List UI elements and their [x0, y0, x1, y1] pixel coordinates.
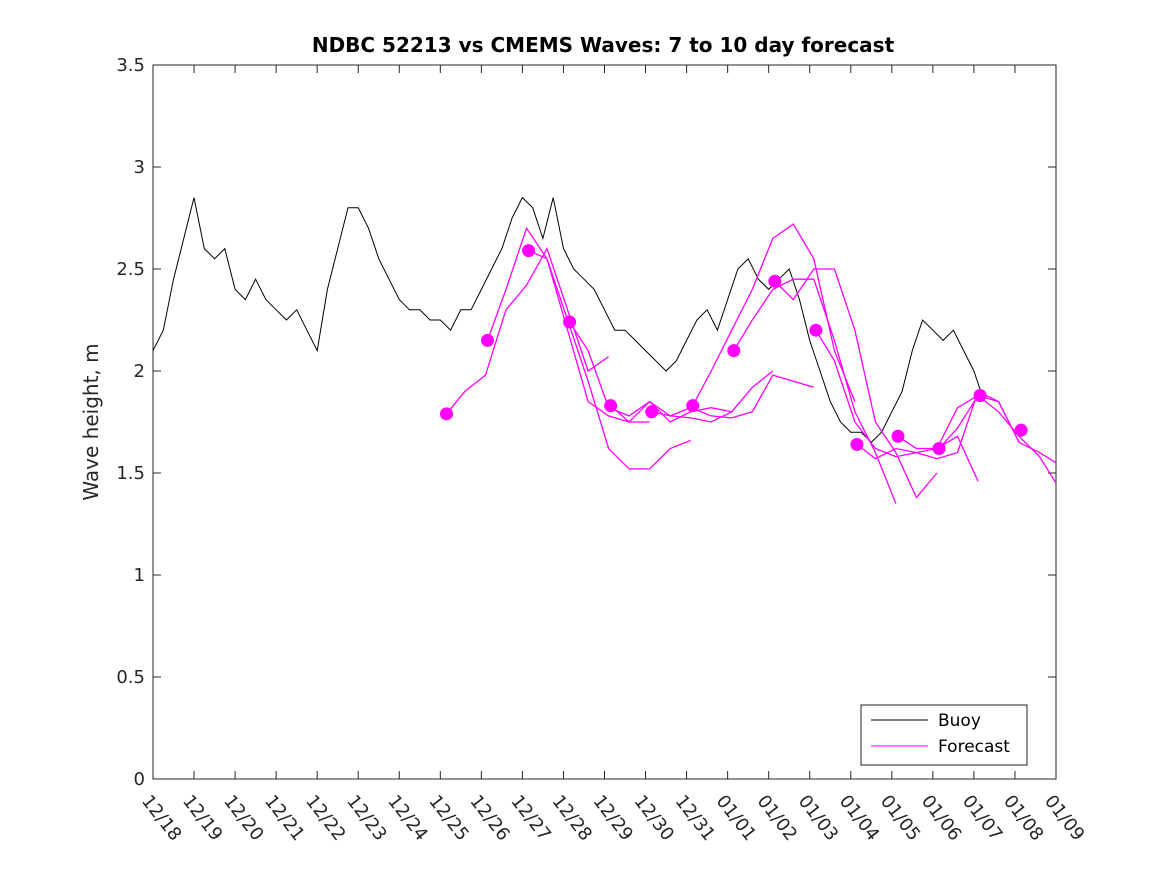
forecast-marker: [563, 315, 577, 329]
y-tick-label: 1: [134, 565, 145, 586]
x-tick-label: 01/06: [917, 791, 965, 845]
forecast-series-line: [938, 394, 1057, 464]
forecast-series-line: [651, 374, 814, 419]
forecast-marker: [768, 274, 782, 288]
x-tick-label: 12/18: [137, 791, 185, 845]
forecast-series-line: [856, 390, 1020, 460]
x-tick-label: 12/26: [465, 791, 513, 845]
forecast-marker: [686, 399, 700, 413]
x-tick-label: 01/03: [794, 791, 842, 845]
y-tick-label: 2.5: [116, 259, 145, 280]
forecast-marker: [604, 399, 618, 413]
y-tick-label: 3.5: [116, 55, 145, 76]
x-tick-label: 12/21: [260, 791, 308, 845]
forecast-series-line: [610, 370, 774, 423]
x-tick-label: 12/27: [506, 791, 554, 845]
forecast-series-line: [445, 247, 609, 415]
buoy-series-line: [152, 196, 985, 444]
x-tick-label: 12/29: [589, 791, 637, 845]
legend-forecast-label: Forecast: [938, 737, 1010, 757]
x-tick-label: 12/22: [301, 791, 349, 845]
x-tick-label: 01/09: [1040, 791, 1088, 845]
x-tick-label: 01/01: [712, 791, 760, 845]
forecast-marker: [645, 405, 659, 419]
y-tick-label: 0.5: [116, 667, 145, 688]
y-axis-label: Wave height, m: [79, 343, 103, 500]
legend-buoy-label: Buoy: [938, 711, 981, 731]
y-tick-label: 2: [134, 361, 145, 382]
forecast-series-line: [692, 223, 856, 407]
chart-title: NDBC 52213 vs CMEMS Waves: 7 to 10 day f…: [312, 33, 895, 57]
y-tick-label: 3: [134, 157, 145, 178]
x-tick-label: 01/02: [753, 791, 801, 845]
x-tick-label: 12/24: [383, 791, 431, 845]
x-tick-label: 01/05: [876, 791, 924, 845]
forecast-marker: [891, 429, 905, 443]
forecast-series-line: [528, 250, 691, 470]
x-tick-label: 01/04: [835, 791, 883, 845]
forecast-marker: [481, 333, 495, 347]
x-tick-label: 12/23: [342, 791, 390, 845]
x-tick-label: 12/20: [219, 791, 267, 845]
x-tick-label: 12/25: [424, 791, 472, 845]
legend: Buoy Forecast: [860, 704, 1028, 766]
forecast-marker: [439, 407, 453, 421]
x-tick-label: 01/07: [958, 791, 1006, 845]
forecast-marker: [932, 442, 946, 456]
forecast-marker: [809, 323, 823, 337]
forecast-marker: [1014, 423, 1028, 437]
y-tick-label: 1.5: [116, 463, 145, 484]
y-tick-label: 0: [134, 769, 145, 790]
forecast-series-line: [815, 329, 979, 482]
forecast-marker: [850, 437, 864, 451]
x-tick-label: 12/30: [630, 791, 678, 845]
x-tick-label: 12/28: [548, 791, 596, 845]
x-tick-label: 12/19: [178, 791, 226, 845]
forecast-marker: [727, 344, 741, 358]
forecast-series-line: [897, 394, 1057, 484]
legend-box: [860, 704, 1028, 766]
x-tick-label: 12/31: [671, 791, 719, 845]
axes-box: [152, 64, 1057, 780]
forecast-marker: [973, 388, 987, 402]
forecast-series-line: [733, 278, 897, 504]
x-tick-label: 01/08: [999, 791, 1047, 845]
forecast-series-line: [486, 226, 650, 423]
forecast-marker: [522, 244, 536, 258]
forecast-series-line: [774, 268, 938, 499]
